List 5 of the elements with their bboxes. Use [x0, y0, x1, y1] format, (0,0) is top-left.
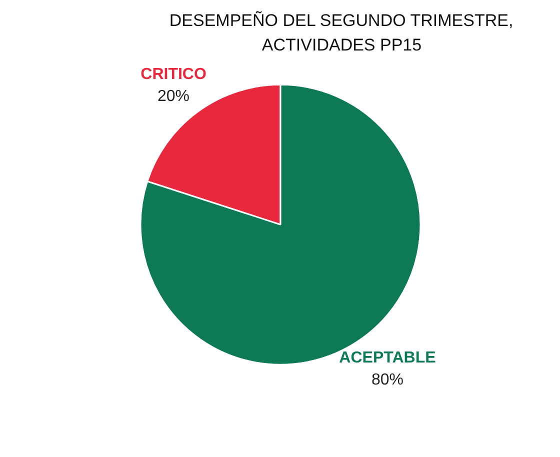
slice-label: CRITICO [140, 66, 206, 83]
slice-label: ACEPTABLE [339, 349, 436, 366]
data-label: 20% [158, 88, 190, 106]
data-label: 80% [371, 372, 404, 389]
chart-title: DESEMPEÑO DEL SEGUNDO TRIMESTRE, ACTIVIDADES PP15 [169, 11, 514, 55]
